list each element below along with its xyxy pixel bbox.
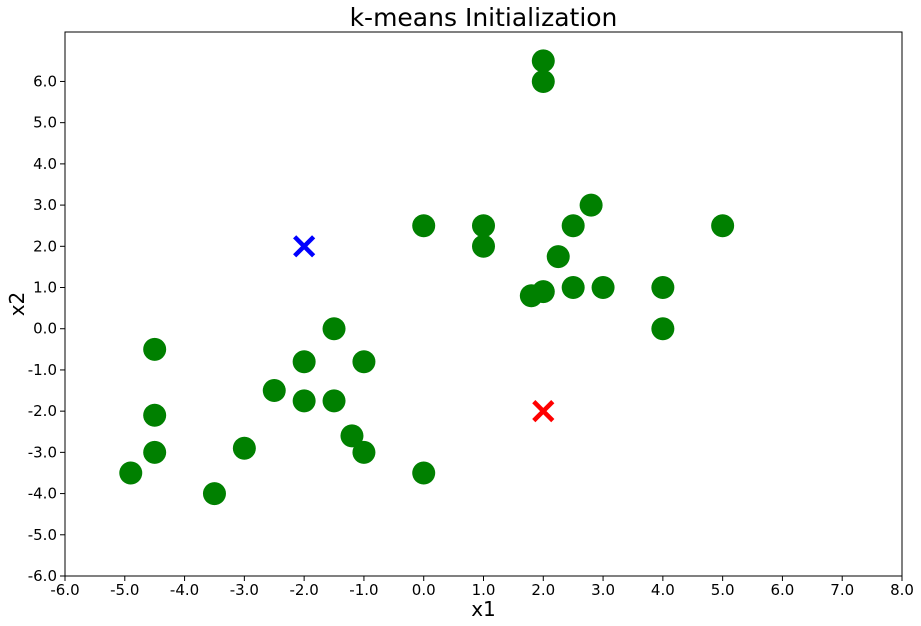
y-tick-label: -6.0 — [28, 567, 57, 585]
data-point — [531, 69, 555, 93]
data-point — [143, 337, 167, 361]
data-point — [546, 245, 570, 269]
data-point — [292, 389, 316, 413]
y-axis-label: x2 — [5, 292, 29, 317]
data-point — [143, 440, 167, 464]
x-tick-label: -1.0 — [349, 581, 378, 599]
data-point — [262, 379, 286, 403]
data-point — [651, 317, 675, 341]
x-tick-label: -4.0 — [170, 581, 199, 599]
y-tick-label: 0.0 — [33, 320, 57, 338]
y-tick-label: 1.0 — [33, 279, 57, 297]
centroid-marker — [532, 400, 555, 423]
data-point — [591, 276, 615, 300]
data-point — [119, 461, 143, 485]
data-point — [531, 280, 555, 304]
x-tick-label: -2.0 — [290, 581, 319, 599]
y-tick-label: 3.0 — [33, 196, 57, 214]
y-tick-label: -4.0 — [28, 485, 57, 503]
chart-title: k-means Initialization — [350, 3, 618, 32]
data-point — [412, 461, 436, 485]
x-tick-label: 3.0 — [591, 581, 615, 599]
x-tick-label: 6.0 — [770, 581, 794, 599]
plot-frame — [64, 31, 903, 577]
x-tick-label: 1.0 — [472, 581, 496, 599]
x-tick-label: 4.0 — [651, 581, 675, 599]
x-tick-label: -6.0 — [50, 581, 79, 599]
x-tick-label: 0.0 — [412, 581, 436, 599]
data-point — [352, 350, 376, 374]
y-tick-label: 4.0 — [33, 155, 57, 173]
y-tick-label: 2.0 — [33, 237, 57, 255]
x-axis-label: x1 — [471, 597, 496, 621]
y-tick-label: 5.0 — [33, 114, 57, 132]
data-point — [202, 482, 226, 506]
data-point — [232, 436, 256, 460]
x-tick-label: -5.0 — [110, 581, 139, 599]
data-point — [322, 317, 346, 341]
y-tick-label: 6.0 — [33, 72, 57, 90]
x-tick-label: 5.0 — [711, 581, 735, 599]
data-point — [561, 276, 585, 300]
x-tick-label: 8.0 — [890, 581, 914, 599]
y-tick-label: -3.0 — [28, 443, 57, 461]
x-tick-label: -3.0 — [230, 581, 259, 599]
data-point — [472, 214, 495, 238]
y-tick-label: -5.0 — [28, 526, 57, 544]
data-point — [472, 234, 495, 258]
y-tick-label: -2.0 — [28, 402, 57, 420]
x-tick-label: 7.0 — [830, 581, 854, 599]
plot-area — [119, 49, 735, 506]
data-point — [412, 214, 436, 238]
data-point — [579, 193, 603, 217]
data-point — [322, 389, 346, 413]
x-tick-label: 2.0 — [531, 581, 555, 599]
y-axis: -6.0 -5.0 -4.0 -3.0 -2.0 -1.0 0.0 1.0 2.0 3.0 4.0 5… — [28, 72, 65, 585]
data-point — [561, 214, 585, 238]
data-point — [711, 214, 735, 238]
data-point — [292, 350, 316, 374]
data-point — [143, 403, 167, 427]
data-point — [352, 440, 376, 464]
x-axis: -6.0 -5.0 -4.0 -3.0 -2.0 -1.0 0.0 1.0 2.0 3.0 4.0 5… — [50, 576, 914, 599]
y-tick-label: -1.0 — [28, 361, 57, 379]
centroid-marker — [293, 235, 316, 258]
data-point — [651, 276, 675, 300]
data-point — [531, 49, 555, 73]
data-point — [340, 424, 364, 448]
